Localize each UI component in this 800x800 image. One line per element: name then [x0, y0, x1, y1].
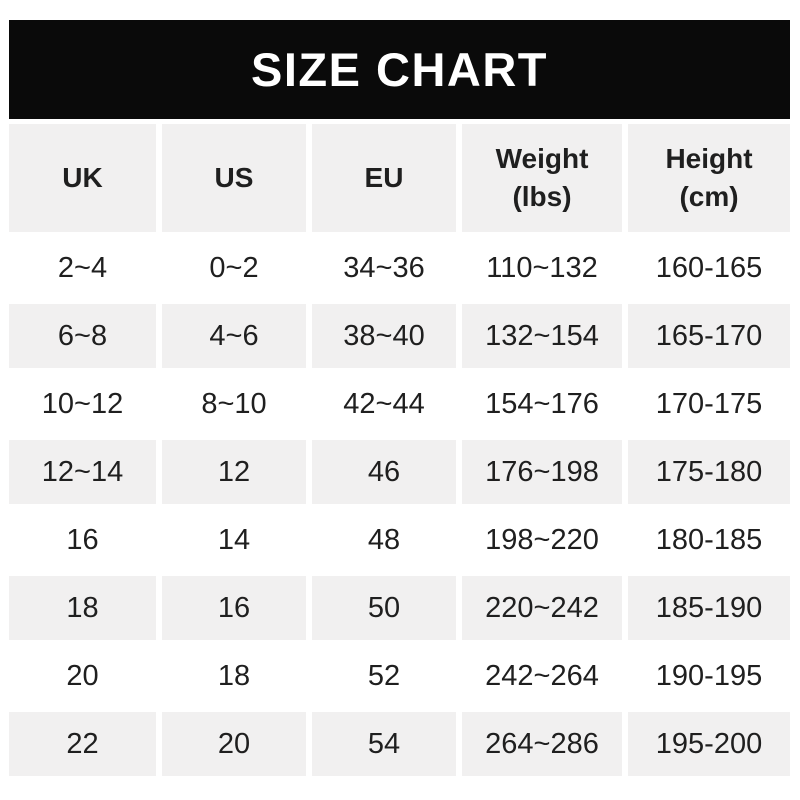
- table-cell: 38~40: [312, 304, 456, 368]
- table-cell: 176~198: [462, 440, 622, 504]
- table-cell: 42~44: [343, 387, 425, 420]
- table-cell: 220~242: [462, 576, 622, 640]
- column-header-height: Height (cm): [628, 124, 790, 232]
- size-chart-table: UK US EU Weight (lbs) Height (cm) 2~4 0~2 34~36 11…: [9, 124, 790, 776]
- table-cell: 50: [312, 576, 456, 640]
- table-cell: 165-170: [628, 304, 790, 368]
- table-cell: 14: [217, 523, 251, 556]
- table-cell: 160-165: [655, 251, 763, 284]
- table-cell: 20: [66, 659, 99, 692]
- table-cell: 198~220: [485, 523, 599, 556]
- table-cell: 6~8: [9, 304, 156, 368]
- column-header-unit: (lbs): [512, 181, 572, 212]
- table-cell: 0~2: [209, 251, 259, 284]
- table-cell: 10~12: [41, 387, 124, 420]
- column-header-unit: (cm): [679, 181, 739, 212]
- table-cell: 34~36: [343, 251, 425, 284]
- column-header-eu: EU: [312, 124, 456, 232]
- table-cell: 8~10: [201, 387, 267, 420]
- column-header-uk: UK: [9, 124, 156, 232]
- table-cell: 154~176: [485, 387, 599, 420]
- page-title: SIZE CHART: [251, 43, 548, 96]
- table-cell: 195-200: [628, 712, 790, 776]
- table-cell: 22: [9, 712, 156, 776]
- table-cell: 18: [9, 576, 156, 640]
- table-cell: 242~264: [485, 659, 599, 692]
- table-cell: 180-185: [655, 523, 763, 556]
- table-cell: 4~6: [162, 304, 306, 368]
- size-chart-banner: SIZE CHART: [9, 20, 790, 119]
- column-header-label: EU: [364, 162, 404, 193]
- table-cell: 46: [312, 440, 456, 504]
- table-cell: 54: [312, 712, 456, 776]
- column-header-label: UK: [62, 162, 103, 193]
- table-cell: 2~4: [57, 251, 108, 284]
- table-cell: 12: [162, 440, 306, 504]
- table-cell: 175-180: [628, 440, 790, 504]
- column-header-label: Weight: [495, 143, 589, 174]
- column-header-us: US: [162, 124, 306, 232]
- table-cell: 20: [162, 712, 306, 776]
- table-cell: 48: [367, 523, 401, 556]
- table-cell: 264~286: [462, 712, 622, 776]
- table-cell: 110~132: [486, 251, 598, 284]
- column-header-weight: Weight (lbs): [462, 124, 622, 232]
- table-cell: 12~14: [9, 440, 156, 504]
- table-cell: 52: [367, 659, 401, 692]
- table-cell: 132~154: [462, 304, 622, 368]
- table-cell: 170-175: [655, 387, 763, 420]
- column-header-label: Height: [665, 143, 753, 174]
- column-header-label: US: [214, 162, 254, 193]
- table-cell: 18: [217, 659, 251, 692]
- table-cell: 190-195: [655, 659, 763, 692]
- table-cell: 16: [162, 576, 306, 640]
- table-cell: 185-190: [628, 576, 790, 640]
- table-cell: 16: [66, 523, 99, 556]
